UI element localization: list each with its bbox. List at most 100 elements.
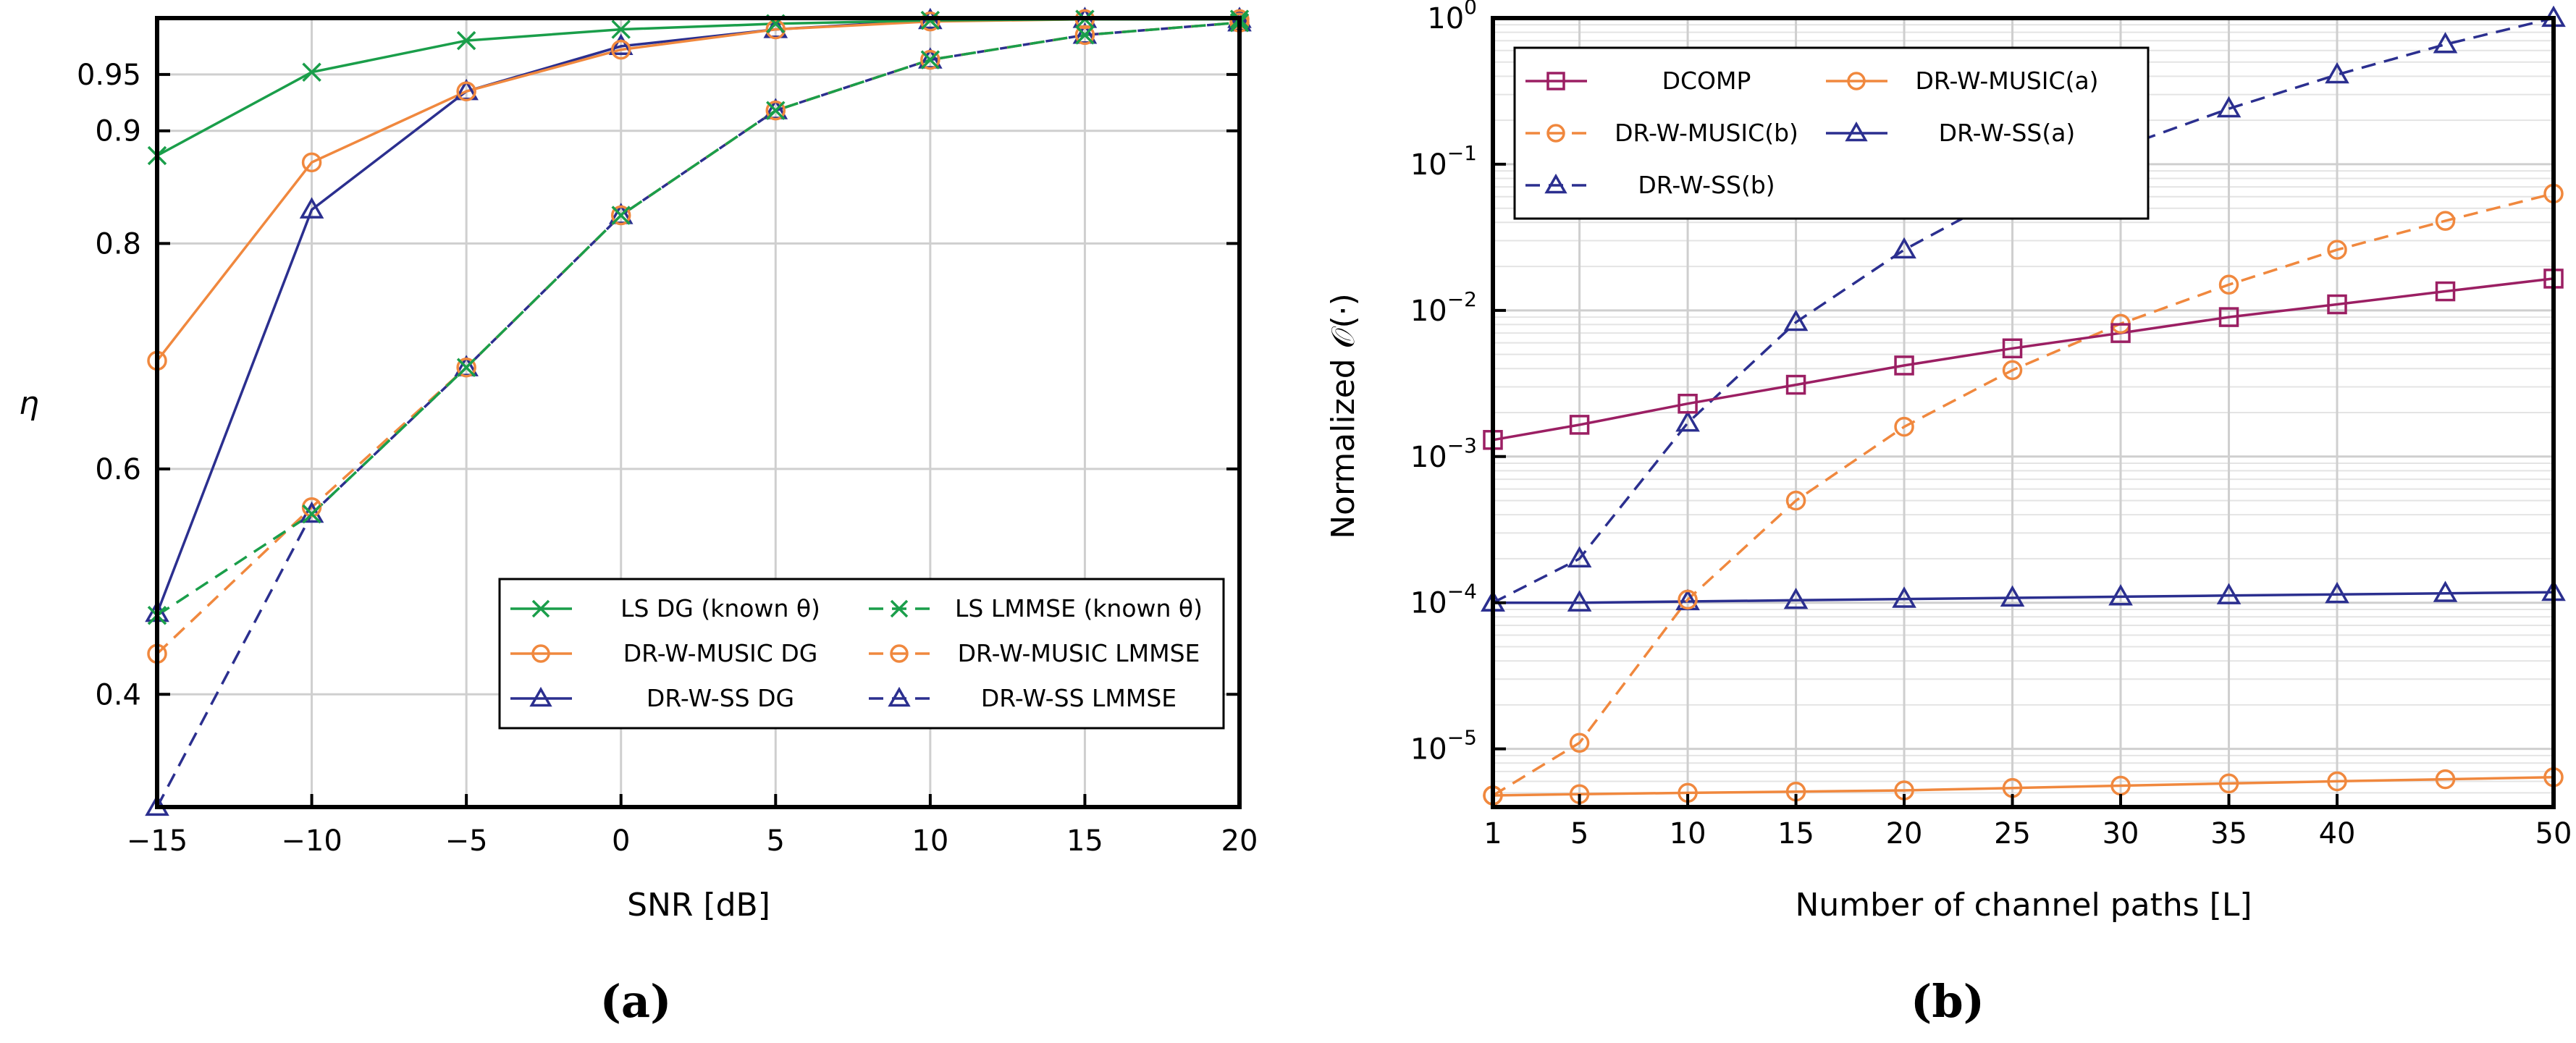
panel-a: −15 −10 −5 0 5 10 15 20 0.4 0.6 0.8 0.9 0.95 SNR [dB… [19,7,1258,1028]
panel-b-legend-label-dr-w-music-a: DR-W-MUSIC(a) [1915,67,2098,95]
panel-a-point-ls-dg-known-1 [302,62,321,82]
panel-a-point-ls-dg-known-3 [611,20,631,39]
panel-a-legend-marker-dr-w-ss-dg [529,686,552,707]
panel-a-series-dr-w-music-lmmse [156,21,1240,655]
panel-b-point-dr-w-ss-a-1 [1567,590,1592,612]
panel-a-legend-box [498,578,1225,730]
panel-a-point-dr-w-music-dg-5 [920,11,940,32]
panel-b-ytick-label-2: 10−3 [1410,434,1477,474]
panel-a-xtick-label-2: −5 [445,824,488,858]
panel-b-xtick-label-7: 35 [2210,817,2247,850]
panel-a-point-ls-dg-known-2 [456,30,476,51]
panel-b-point-dcomp-3 [1785,374,1806,395]
panel-a-series-ls-lmmse-known [156,21,1240,617]
panel-a-legend-marker-ls-lmmse-known [890,599,909,618]
panel-b-ticks: 1 5 10 15 20 25 30 35 40 5010−510−410−310−210−110… [1410,0,2572,850]
panel-a-point-dr-w-music-lmmse-5 [920,49,940,70]
panel-b-point-dcomp-5 [2002,338,2023,359]
panel-b-xtick-label-2: 10 [1670,817,1706,850]
panel-b-point-dcomp-7 [2218,307,2239,327]
panel-b-caption: (b) [1911,975,1984,1028]
panel-b-ytick-label-4: 10−1 [1410,141,1477,182]
panel-b-legend-label-dr-w-music-b: DR-W-MUSIC(b) [1615,119,1798,147]
panel-b-legend-marker-dr-w-music-a [1847,72,1866,90]
panel-a-xtick-label-7: 20 [1221,824,1258,858]
panel-a-caption: (a) [600,975,672,1028]
panel-b-legend-marker-dr-w-music-b [1546,124,1565,143]
panel-b-xtick-label-6: 30 [2103,817,2139,850]
panel-b-point-dr-w-ss-a-6 [2108,584,2133,606]
panel-b-point-dcomp-8 [2327,294,2347,315]
panel-a-point-dr-w-ss-dg-1 [299,197,324,219]
panel-a-point-ls-lmmse-known-1 [302,504,321,524]
panel-a-legend-label-dr-w-ss-dg: DR-W-SS DG [647,684,794,712]
panel-b-point-dr-w-music-b-9 [2435,211,2456,231]
panel-a-ytick-label-4: 0.95 [77,59,141,92]
panel-b-point-dr-w-music-a-9 [2435,769,2456,790]
panel-a-legend-label-dr-w-music-dg: DR-W-MUSIC DG [623,639,818,667]
panel-a-point-dr-w-music-lmmse-2 [456,357,476,378]
panel-a-legend-label-ls-lmmse-known: LS LMMSE (known θ) [955,594,1203,622]
panel-a-xtick-label-3: 0 [612,824,630,858]
panel-a-ytick-label-0: 0.4 [95,678,141,711]
panel-a-xtick-label-0: −15 [127,824,188,858]
panel-b-xtick-label-3: 15 [1777,817,1814,850]
panel-b-point-dr-w-music-b-3 [1785,490,1806,511]
panel-a-legend-label-dr-w-ss-lmmse: DR-W-SS LMMSE [981,684,1177,712]
panel-b-ytick-label-5: 100 [1427,0,1477,35]
panel-a-point-dr-w-music-dg-2 [456,81,476,101]
panel-b: 1 5 10 15 20 25 30 35 40 5010−510−410−310−210−110… [1325,0,2572,1028]
panel-b-xtick-label-5: 25 [1994,817,2031,850]
panel-b-point-dcomp-9 [2435,281,2456,302]
panel-b-series-dr-w-ss-a [1493,591,2554,604]
panel-b-legend-label-dcomp: DCOMP [1662,67,1751,95]
panel-a-frame [155,16,1242,809]
panel-b-lines [1492,17,2554,797]
panel-b-point-dr-w-ss-a-4 [1892,586,1916,608]
panel-a-point-ls-lmmse-known-5 [920,50,940,69]
panel-a-point-dr-w-ss-dg-3 [608,33,634,56]
panel-a-legend-marker-dr-w-music-dg [531,644,550,663]
panel-b-y-label: Normalized 𝒪(·) [1325,293,1362,539]
panel-b-point-dr-w-music-a-7 [2218,773,2239,794]
panel-b-legend: DCOMP DR-W-MUSIC(a) DR-W-MUSIC(b) DR-W-SS(a… [1513,46,2150,220]
panel-a-ytick-label-2: 0.8 [95,227,141,261]
panel-b-x-label: Number of channel paths [L] [1795,887,2252,924]
panel-a-point-dr-w-music-lmmse-3 [610,205,631,226]
panel-b-point-dr-w-music-b-1 [1569,732,1590,753]
panel-a-series-dr-w-ss-dg [156,17,1239,614]
panel-b-point-dcomp-6 [2110,323,2131,343]
panel-a-point-dr-w-music-lmmse-1 [301,497,322,518]
panel-b-legend-label-dr-w-ss-b: DR-W-SS(b) [1638,171,1775,199]
panel-b-point-dcomp-1 [1569,415,1590,435]
panel-b-series-dr-w-music-a [1492,776,2554,797]
panel-b-point-dr-w-ss-b-7 [2216,96,2242,118]
panel-b-point-dr-w-music-b-2 [1678,589,1698,610]
panel-b-legend-label-dr-w-ss-a: DR-W-SS(a) [1939,119,2076,147]
panel-a-point-dr-w-music-dg-3 [610,39,631,60]
panel-a-point-ls-dg-known-5 [920,10,940,30]
panel-a-legend-marker-dr-w-music-lmmse [890,644,909,663]
panel-b-point-dr-w-ss-b-9 [2433,32,2458,54]
panel-a-legend: LS DG (known θ) LS LMMSE (known θ) DR-W-MU… [498,578,1225,730]
panel-a-point-dr-w-music-lmmse-6 [1074,25,1095,46]
panel-a-legend-marker-dr-w-ss-lmmse [888,686,911,707]
panel-a-point-ls-lmmse-known-2 [456,358,476,377]
panel-b-point-dr-w-music-b-7 [2218,274,2239,295]
panel-a-legend-label-ls-dg-known: LS DG (known θ) [620,594,820,622]
panel-a-ytick-label-1: 0.6 [95,453,141,486]
panel-b-xtick-label-0: 1 [1483,817,1502,850]
panel-b-series-dr-w-music-b [1492,192,2554,797]
panel-b-legend-marker-dr-w-ss-b [1544,173,1567,194]
panel-b-point-dcomp-4 [1894,355,1914,376]
panel-b-point-dcomp-2 [1678,393,1698,414]
panel-b-xtick-label-1: 5 [1570,817,1588,850]
panel-b-legend-marker-dcomp [1546,72,1565,90]
panel-b-point-dr-w-music-b-5 [2002,360,2023,381]
panel-a-legend-marker-ls-dg-known [531,599,550,618]
panel-b-ytick-label-0: 10−5 [1410,726,1477,767]
panel-a-xtick-label-4: 5 [767,824,785,858]
panel-a-point-ls-lmmse-known-3 [611,206,631,225]
panel-b-xtick-label-8: 40 [2319,817,2356,850]
